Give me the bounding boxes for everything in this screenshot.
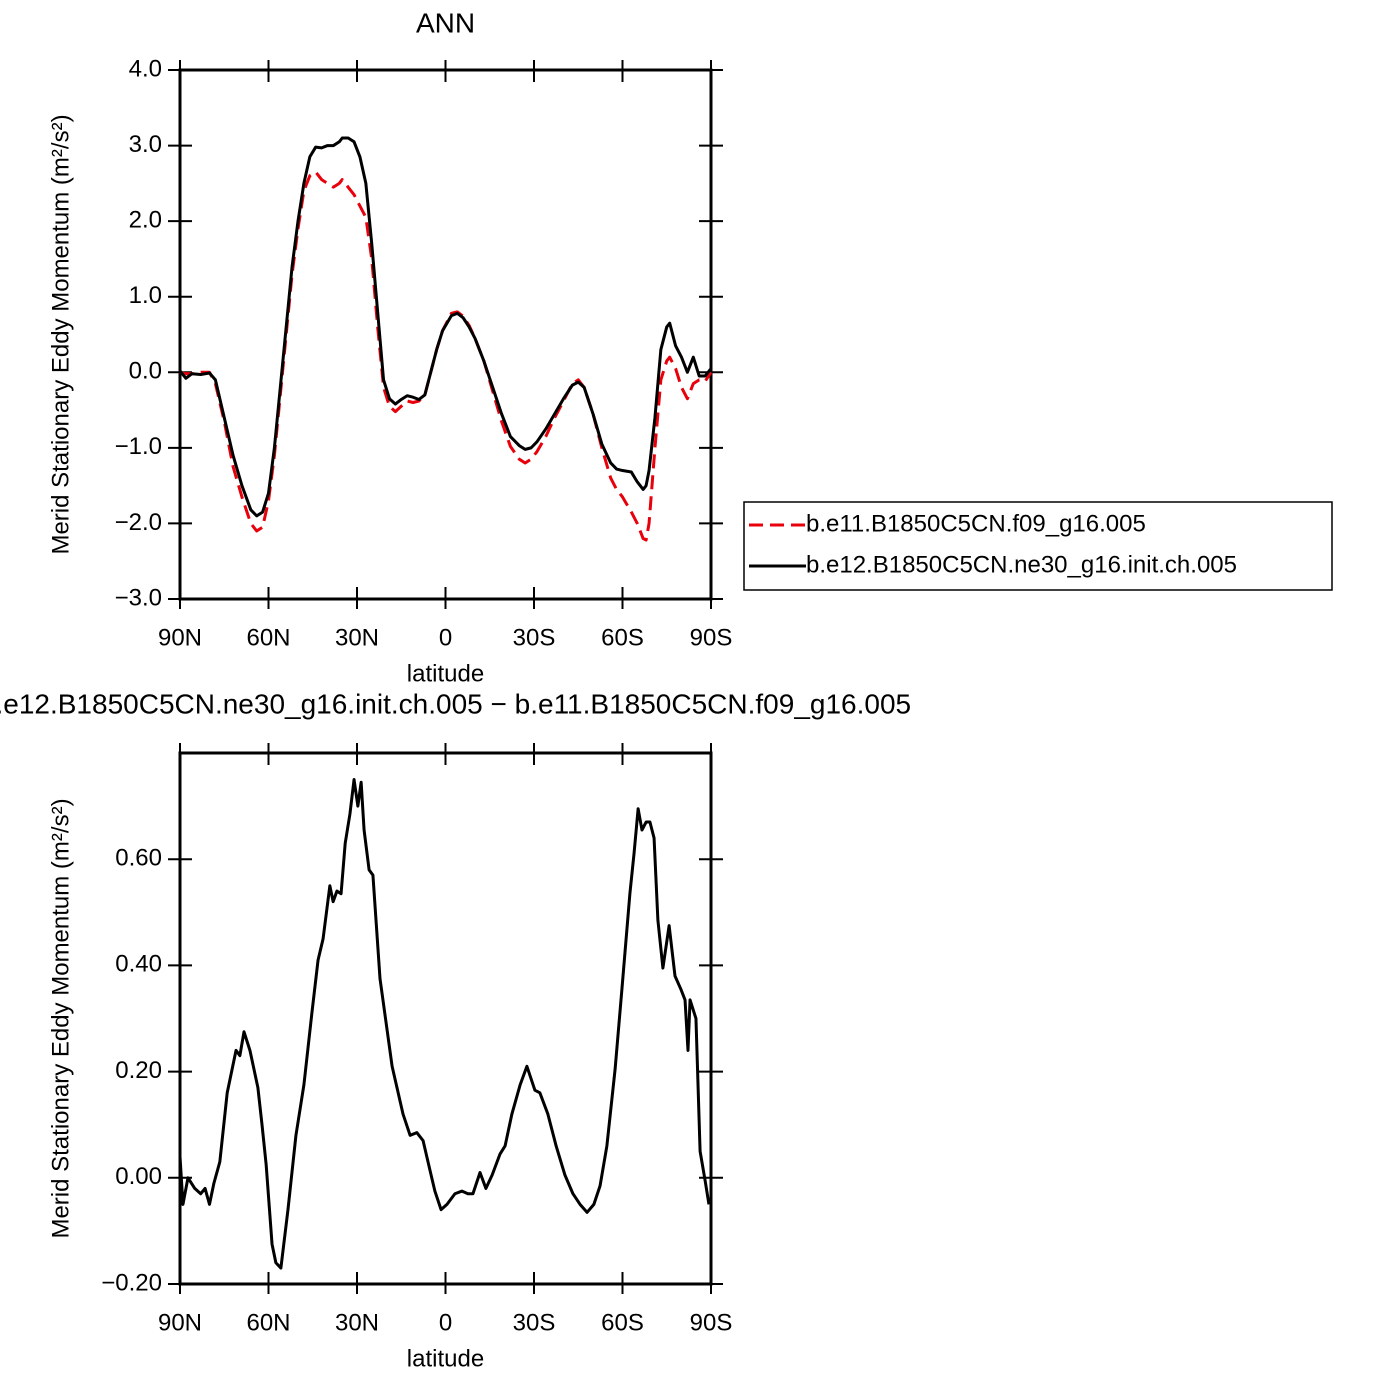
chart-title: ANN: [416, 7, 475, 38]
x-tick-label: 90N: [158, 624, 202, 651]
y-tick-label: 2.0: [129, 206, 162, 233]
x-tick-label: 30N: [335, 624, 379, 651]
x-tick-label: 30S: [513, 624, 556, 651]
y-tick-label: 1.0: [129, 282, 162, 309]
x-tick-label: 60S: [601, 624, 644, 651]
x-axis-label: latitude: [407, 1345, 484, 1372]
y-axis-label: Merid Stationary Eddy Momentum (m²/s²): [47, 798, 74, 1238]
y-tick-label: 0.20: [115, 1057, 162, 1084]
x-tick-label: 0: [439, 1309, 452, 1336]
x-tick-label: 90S: [690, 624, 733, 651]
y-tick-label: 0.40: [115, 951, 162, 978]
x-tick-label: 60S: [601, 1309, 644, 1336]
x-tick-label: 60N: [246, 1309, 290, 1336]
data-line: [178, 136, 713, 518]
x-axis-label: latitude: [407, 660, 484, 687]
y-tick-label: 4.0: [129, 55, 162, 82]
x-tick-label: 90S: [690, 1309, 733, 1336]
y-tick-label: −3.0: [115, 584, 162, 611]
legend-box: [743, 501, 1333, 591]
y-tick-label: 0.00: [115, 1163, 162, 1190]
x-tick-label: 90N: [158, 1309, 202, 1336]
y-axis-label: Merid Stationary Eddy Momentum (m²/s²): [47, 114, 74, 554]
x-tick-label: 30S: [513, 1309, 556, 1336]
data-line: [178, 778, 711, 1270]
x-tick-label: 0: [439, 624, 452, 651]
y-tick-label: −0.20: [101, 1269, 162, 1296]
y-tick-label: −2.0: [115, 509, 162, 536]
chart-title: b.e12.B1850C5CN.ne30_g16.init.ch.005 − b…: [0, 688, 911, 719]
y-tick-label: 3.0: [129, 131, 162, 158]
legend-label: b.e11.B1850C5CN.f09_g16.005: [806, 510, 1146, 537]
legend-label: b.e12.B1850C5CN.ne30_g16.init.ch.005: [806, 551, 1237, 578]
x-tick-label: 60N: [246, 624, 290, 651]
y-tick-label: 0.0: [129, 358, 162, 385]
y-tick-label: −1.0: [115, 433, 162, 460]
plot-frame: [178, 68, 713, 601]
data-line: [179, 170, 713, 542]
x-tick-label: 30N: [335, 1309, 379, 1336]
y-tick-label: 0.60: [115, 845, 162, 872]
